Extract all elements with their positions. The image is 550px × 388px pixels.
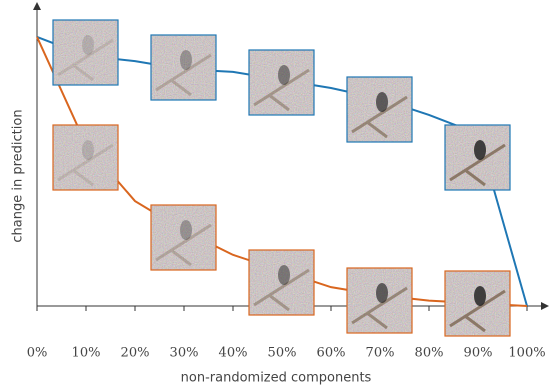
x-axis-label: non-randomized components bbox=[181, 371, 372, 386]
x-tick-label: 80% bbox=[415, 346, 444, 361]
x-tick-label: 90% bbox=[464, 346, 493, 361]
thumbnail-bird bbox=[180, 220, 192, 240]
x-tick-label: 60% bbox=[317, 346, 346, 361]
thumbnail-bird bbox=[474, 286, 486, 306]
thumbnail-bird bbox=[278, 65, 290, 85]
y-axis-arrow bbox=[33, 2, 41, 10]
y-axis-label: change in prediction bbox=[11, 109, 26, 242]
x-tick-label: 20% bbox=[121, 346, 150, 361]
thumbnail-bird bbox=[82, 140, 94, 160]
x-tick-label: 10% bbox=[72, 346, 101, 361]
thumbnail-bird bbox=[180, 50, 192, 70]
thumbnail-bird bbox=[474, 140, 486, 160]
x-tick-label: 70% bbox=[366, 346, 395, 361]
thumbnail-bird bbox=[82, 35, 94, 55]
chart: non-randomized components change in pred… bbox=[0, 0, 550, 388]
x-tick-label: 100% bbox=[508, 346, 545, 361]
x-axis-arrow bbox=[541, 302, 549, 310]
x-tick-label: 40% bbox=[219, 346, 248, 361]
x-tick-label: 0% bbox=[27, 346, 48, 361]
x-tick-label: 50% bbox=[268, 346, 297, 361]
thumbnail-bird bbox=[376, 283, 388, 303]
thumbnail-bird bbox=[278, 265, 290, 285]
x-tick-label: 30% bbox=[170, 346, 199, 361]
thumbnail-bird bbox=[376, 92, 388, 112]
